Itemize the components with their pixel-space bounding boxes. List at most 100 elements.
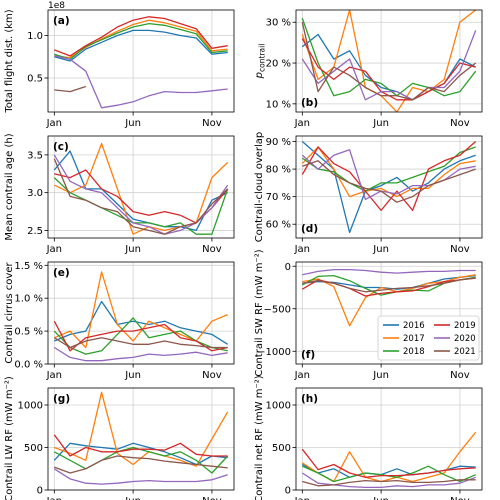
legend-entry-2017: 2017 (383, 334, 425, 344)
panel-e: Jan Jun Nov 0.0 % 0.5 % 1.0 % 1.5 % (e) Contrail… (4, 261, 235, 381)
series-line-2020 (301, 149, 476, 201)
series-line-2018 (53, 446, 229, 474)
x-tick-label: Jun (372, 244, 389, 255)
panel-a: Jan Jun Nov 0.5 1.0 (a) Total flight dist. (km… (4, 1, 235, 129)
axes-frame (47, 261, 235, 365)
panel-label: (b) (301, 97, 318, 109)
x-tick-label: Jan (294, 370, 310, 381)
y-tick-label: 1.0 % (14, 294, 43, 305)
series-line-2016 (53, 150, 228, 232)
y-tick-label: 30 % (266, 18, 291, 29)
y-tick-label: 1.0 (27, 31, 43, 42)
series-line-2020 (53, 468, 228, 485)
x-tick-label: Nov (202, 244, 222, 255)
legend-entry-2021: 2021 (434, 347, 476, 357)
x-tick-label: Jan (46, 370, 62, 381)
panel-f: Jan Jun Nov −1000 −500 0 (f) Contrail SW RF (mW… (254, 249, 483, 381)
x-tick-label: Nov (202, 370, 222, 381)
series-line-2019 (53, 320, 228, 352)
y-tick-label: 3.0 (27, 188, 43, 199)
x-tick-label: Jan (294, 244, 310, 255)
x-tick-label: Jun (372, 118, 389, 129)
panel-label: (a) (53, 15, 70, 27)
series-line-2021 (53, 158, 229, 235)
series-line-2021 (54, 455, 228, 474)
series-line-2017 (301, 10, 477, 112)
y-axis-label: Mean contrail age (h) (4, 133, 15, 240)
series-line-2021 (54, 85, 87, 93)
axes-frame (47, 9, 235, 113)
series-line-2021 (53, 337, 228, 349)
y-axis-label: Contrail cirrus cover (4, 262, 15, 364)
series-line-2020 (302, 268, 476, 276)
legend-label: 2020 (454, 334, 476, 344)
x-tick-label: Jan (294, 496, 310, 500)
x-tick-label: Jun (124, 496, 141, 500)
panel-c: Jan Jun Nov 2.5 3.0 3.5 (c) Mean contrail age (… (4, 133, 235, 255)
y-axis-label: Contrail-cloud overlap (254, 132, 265, 243)
legend-label: 2016 (403, 321, 425, 331)
legend-label: 2019 (454, 321, 476, 331)
y-tick-label: 3.5 (27, 150, 43, 161)
series-line-2020 (53, 346, 228, 362)
series-line-2020 (301, 30, 477, 101)
series-line-2016 (54, 300, 229, 345)
panel-label: (c) (53, 141, 69, 153)
x-tick-label: Nov (202, 118, 222, 129)
series-line-2020 (54, 55, 228, 109)
panel-label: (h) (301, 393, 318, 405)
series-line-2016 (301, 141, 476, 234)
series-line-2017 (54, 142, 229, 235)
y-tick-label: 90 % (266, 137, 291, 148)
y-tick-label: 60 % (266, 220, 291, 231)
y-tick-label: 10 % (266, 99, 291, 110)
y-axis-label: Contrail LW RF (mW m⁻²) (4, 376, 15, 500)
series-line-2021 (302, 160, 476, 203)
axes-frame (295, 261, 483, 365)
panel-label: (f) (301, 349, 315, 361)
offset-text: 1e8 (48, 1, 65, 11)
x-tick-label: Nov (450, 244, 470, 255)
x-tick-label: Jun (124, 244, 141, 255)
series-line-2019 (301, 141, 477, 212)
legend-label: 2018 (403, 347, 425, 357)
panel-label: (g) (53, 393, 70, 405)
y-tick-label: 500 (24, 443, 43, 454)
axes-frame (295, 135, 483, 239)
series-line-2017 (54, 271, 228, 349)
y-tick-label: 500 (272, 443, 291, 454)
x-tick-label: Jan (46, 496, 62, 500)
series-line-2019 (54, 169, 229, 224)
y-axis-label: pcontrail (254, 44, 267, 80)
series-line-2018 (301, 17, 477, 97)
y-tick-label: 0.0 % (14, 360, 43, 371)
panel-h: Jan Jun Nov 0 500 1000 (h) Contrail net RF (mW … (254, 375, 483, 500)
legend-entry-2016: 2016 (383, 321, 425, 331)
legend-entry-2020: 2020 (434, 334, 476, 344)
legend-label: 2021 (454, 347, 476, 357)
x-tick-label: Jan (46, 118, 62, 129)
panel-d: Jan Jun Nov 60 % 70 % 80 % 90 % (d) Contrail-clo… (254, 132, 483, 255)
legend-entry-2018: 2018 (383, 347, 425, 357)
y-tick-label: 2.5 (27, 226, 43, 237)
y-tick-label: 70 % (266, 192, 291, 203)
y-tick-label: 80 % (266, 165, 291, 176)
y-tick-label: 0.5 % (14, 327, 43, 338)
series-line-2019 (53, 434, 228, 457)
x-tick-label: Jun (372, 370, 389, 381)
axes-frame (295, 387, 483, 491)
panel-b: Jan Jun Nov 10 % 20 % 30 % (b) pcontrail (254, 9, 483, 129)
y-axis-label: Contrail SW RF (mW m⁻²) (254, 249, 265, 376)
y-tick-label: 1000 (18, 401, 43, 412)
axes-frame (295, 9, 483, 113)
series-line-2018 (54, 22, 228, 60)
series-line-2021 (302, 277, 476, 293)
y-tick-label: 0.5 (27, 74, 43, 85)
series-line-2017 (301, 431, 477, 483)
panel-g: Jan Jun Nov 0 500 1000 (g) Contrail LW RF (mW m… (4, 376, 235, 500)
y-tick-label: −1000 (257, 347, 291, 358)
series-line-2019 (301, 38, 476, 101)
axes-frame (47, 135, 235, 239)
legend-label: 2017 (403, 334, 425, 344)
